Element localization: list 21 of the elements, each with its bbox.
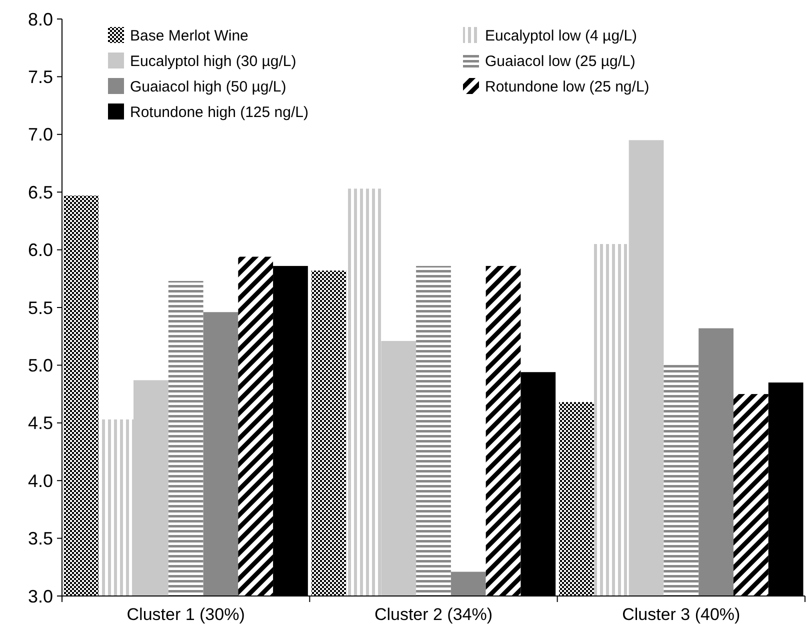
y-tick-label: 6.0 [28, 240, 53, 260]
legend-label: Rotundone low (25 ng/L) [485, 78, 650, 96]
y-tick-label: 8.0 [28, 9, 53, 30]
legend-label: Guaiacol low (25 µg/L) [485, 52, 636, 70]
x-tick-label: Cluster 1 (30%) [126, 605, 245, 624]
x-tick-label: Cluster 2 (34%) [374, 605, 493, 624]
legend-label: Guaiacol high (50 µg/L) [130, 78, 286, 96]
y-tick-label: 7.0 [28, 124, 53, 145]
legend-label: Rotundone high (125 ng/L) [130, 104, 308, 121]
y-tick-label: 6.5 [28, 182, 53, 202]
y-tick-label: 4.0 [28, 470, 53, 491]
x-tick-label: Cluster 3 (40%) [622, 605, 740, 624]
y-tick-label: 5.5 [28, 298, 53, 318]
y-tick-label: 4.5 [28, 413, 53, 434]
y-tick-label: 7.5 [28, 67, 53, 87]
legend-label: Eucalyptol high (30 µg/L) [130, 52, 296, 70]
y-tick-label: 3.0 [28, 586, 53, 606]
y-tick-label: 3.5 [28, 528, 53, 549]
legend-label: Eucalyptol low (4 µg/L) [485, 27, 638, 44]
y-tick-label: 5.0 [28, 356, 53, 376]
legend-label: Base Merlot Wine [130, 27, 248, 44]
